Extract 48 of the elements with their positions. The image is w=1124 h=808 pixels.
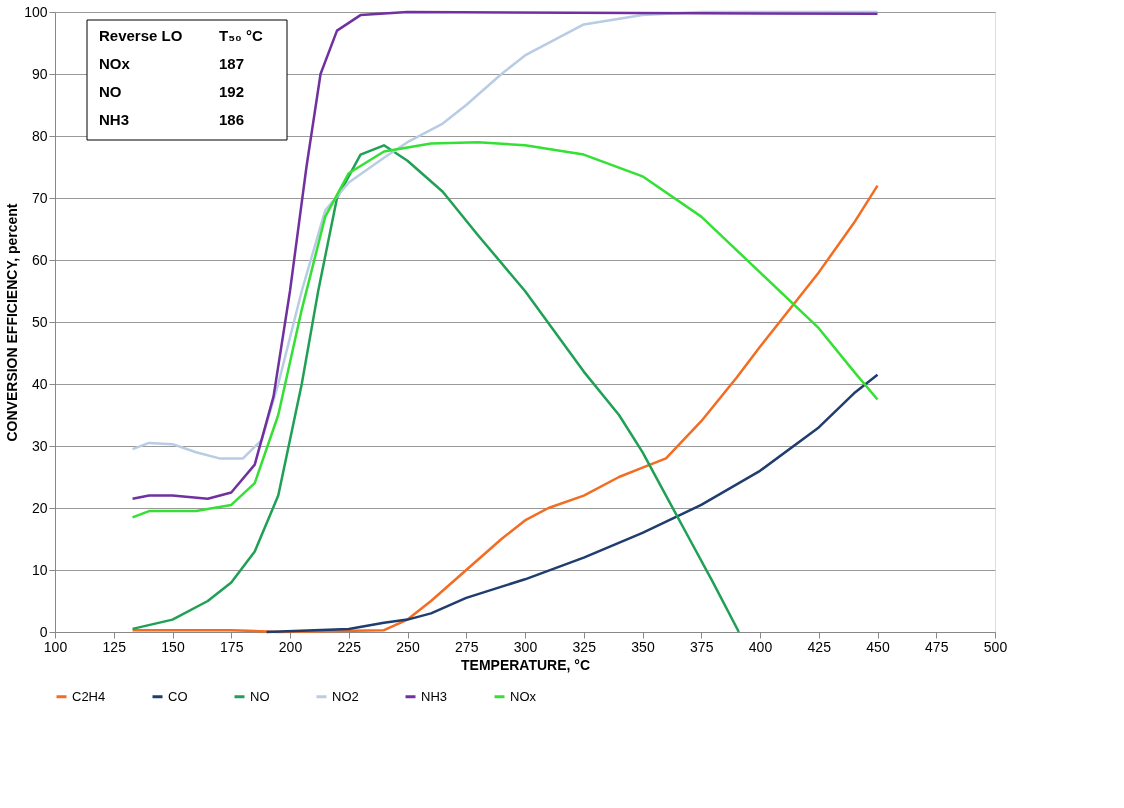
y-tick-label: 60 (31, 251, 48, 268)
legend-label: NH3 (421, 688, 448, 704)
x-tick-label: 425 (807, 638, 832, 655)
y-tick-label: 40 (31, 375, 48, 392)
x-tick-label: 100 (43, 638, 68, 655)
legend-label: NOx (510, 688, 537, 704)
line-series (131, 140, 879, 519)
x-tick-label: 450 (866, 638, 890, 655)
y-tick-label: 10 (31, 561, 48, 578)
x-tick-label: 225 (337, 638, 362, 655)
y-tick-label: 70 (31, 189, 48, 206)
x-tick-label: 125 (102, 638, 127, 655)
annotation: NH3 (99, 111, 130, 128)
x-tick-label: 475 (925, 638, 949, 655)
line-series (131, 144, 741, 634)
y-tick-label: 20 (31, 499, 48, 516)
x-tick-label: 300 (513, 638, 538, 655)
annotation: NO (99, 83, 122, 100)
annotation: NOx (99, 55, 131, 72)
x-tick-label: 175 (220, 638, 244, 655)
annotation: 192 (219, 83, 245, 100)
x-tick-label: 375 (690, 638, 714, 655)
y-tick-label: 0 (39, 623, 48, 640)
legend-label: NO2 (332, 688, 359, 704)
y-tick-label: 50 (31, 313, 48, 330)
y-tick-label: 30 (31, 437, 48, 454)
annotation: Reverse LO (99, 27, 183, 44)
y-tick-label: 100 (24, 3, 48, 20)
line-series (265, 373, 879, 634)
y-tick-label: 90 (31, 65, 48, 82)
annotation: T₅₀ °C (219, 27, 263, 44)
annotation: 187 (219, 55, 245, 72)
x-tick-label: 200 (278, 638, 303, 655)
annotation: 186 (219, 111, 245, 128)
x-tick-label: 400 (748, 638, 773, 655)
legend-label: NO (250, 688, 270, 704)
y-axis-title: CONVERSION EFFICIENCY, percent (4, 203, 21, 442)
line-series (131, 184, 879, 634)
x-tick-label: 150 (161, 638, 185, 655)
x-axis-title: TEMPERATURE, °C (460, 656, 591, 673)
x-tick-label: 250 (396, 638, 420, 655)
y-tick-label: 80 (31, 127, 48, 144)
x-tick-label: 325 (572, 638, 597, 655)
x-tick-label: 275 (455, 638, 479, 655)
legend-label: CO (168, 688, 188, 704)
legend-label: C2H4 (72, 688, 106, 704)
x-tick-label: 500 (983, 638, 1008, 655)
x-tick-label: 350 (631, 638, 655, 655)
